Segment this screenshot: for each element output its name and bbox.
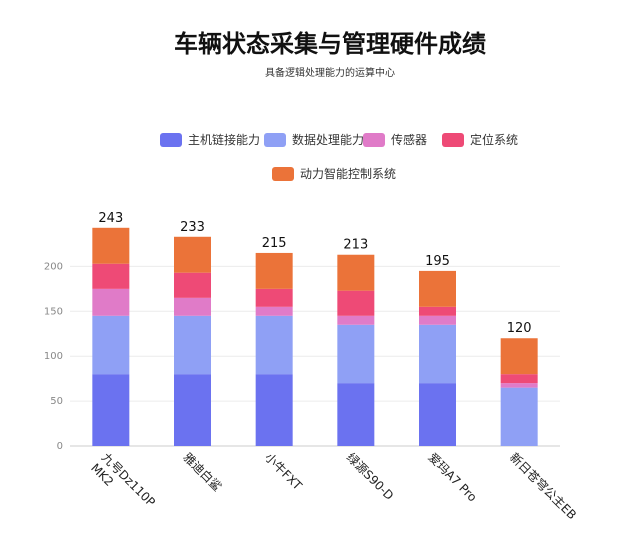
bar-segment[interactable] [500, 338, 538, 375]
total-label: 120 [507, 321, 532, 336]
y-tick-label: 100 [44, 351, 63, 362]
bar-segment[interactable] [174, 315, 211, 375]
bar-segment[interactable] [255, 374, 293, 446]
total-labels: 243 233 215 213 195 120 [98, 211, 531, 336]
bar-segment[interactable] [92, 288, 130, 316]
legend-swatch [363, 133, 385, 147]
bar-segment[interactable] [337, 290, 375, 316]
legend-swatch [442, 133, 464, 147]
bar-segment[interactable] [337, 254, 375, 291]
bars [92, 227, 538, 446]
legend-label: 动力智能控制系统 [300, 166, 396, 181]
bar-segment[interactable] [500, 374, 538, 384]
bar-segment[interactable] [255, 252, 293, 289]
total-label: 233 [180, 220, 205, 235]
legend-item[interactable]: 主机链接能力 [160, 132, 260, 147]
total-label: 213 [343, 238, 368, 253]
legend-label: 数据处理能力 [292, 132, 364, 147]
total-label: 243 [98, 211, 123, 226]
bar-segment[interactable] [500, 387, 538, 446]
x-tick-label: 绿源S90-D [344, 450, 397, 503]
y-tick-label: 0 [57, 441, 63, 452]
bar-segment[interactable] [500, 383, 538, 388]
bar-segment[interactable] [174, 236, 211, 273]
y-axis-ticks: 0 50 100 150 200 [44, 261, 63, 452]
legend-item[interactable]: 动力智能控制系统 [272, 166, 396, 181]
legend-item[interactable]: 数据处理能力 [264, 132, 364, 147]
total-label: 195 [425, 254, 450, 269]
bar-segment[interactable] [255, 306, 293, 316]
bar-segment[interactable] [92, 315, 130, 375]
bar-segment[interactable] [419, 306, 456, 316]
legend-swatch [264, 133, 286, 147]
chart-title: 车辆状态采集与管理硬件成绩 [174, 30, 486, 58]
bar-segment[interactable] [174, 297, 211, 316]
total-label: 215 [262, 236, 287, 251]
legend-swatch [160, 133, 182, 147]
legend-item[interactable]: 定位系统 [442, 132, 518, 147]
bar-segment[interactable] [419, 270, 456, 307]
x-tick-label: 九号Dz110PMK2 [88, 450, 158, 520]
bar-segment[interactable] [255, 288, 293, 307]
legend-label: 定位系统 [470, 132, 518, 147]
y-tick-label: 150 [44, 306, 63, 317]
bar-segment[interactable] [337, 383, 375, 446]
chart-subtitle: 具备逻辑处理能力的运算中心 [265, 66, 395, 79]
bar-segment[interactable] [419, 324, 456, 384]
bar-segment[interactable] [92, 374, 130, 446]
y-tick-label: 50 [50, 396, 63, 407]
legend-item[interactable]: 传感器 [363, 132, 427, 147]
bar-segment[interactable] [419, 315, 456, 325]
bar-segment[interactable] [92, 227, 130, 264]
bar-segment[interactable] [337, 324, 375, 384]
bar-segment[interactable] [174, 374, 211, 446]
legend-label: 传感器 [391, 132, 427, 147]
x-axis-labels: 九号Dz110PMK2 雅迪白鲨 小牛FXT 绿源S90-D 爱玛A7 Pro 新日苍穹公… [88, 450, 580, 523]
legend-label: 主机链接能力 [188, 132, 260, 147]
legend-swatch [272, 167, 294, 181]
grid-lines [70, 265, 560, 447]
x-tick-label: 小牛FXT [262, 450, 306, 494]
bar-segment[interactable] [92, 263, 130, 289]
x-tick-label: 爱玛A7 Pro [425, 450, 479, 504]
x-tick-label: 新日苍穹公主EB [507, 450, 580, 523]
bar-segment[interactable] [255, 315, 293, 375]
y-tick-label: 200 [44, 261, 63, 272]
bar-segment[interactable] [419, 383, 456, 446]
x-tick-label: 雅迪白鲨 [180, 450, 225, 495]
bar-segment[interactable] [174, 272, 211, 298]
bar-segment[interactable] [337, 315, 375, 325]
